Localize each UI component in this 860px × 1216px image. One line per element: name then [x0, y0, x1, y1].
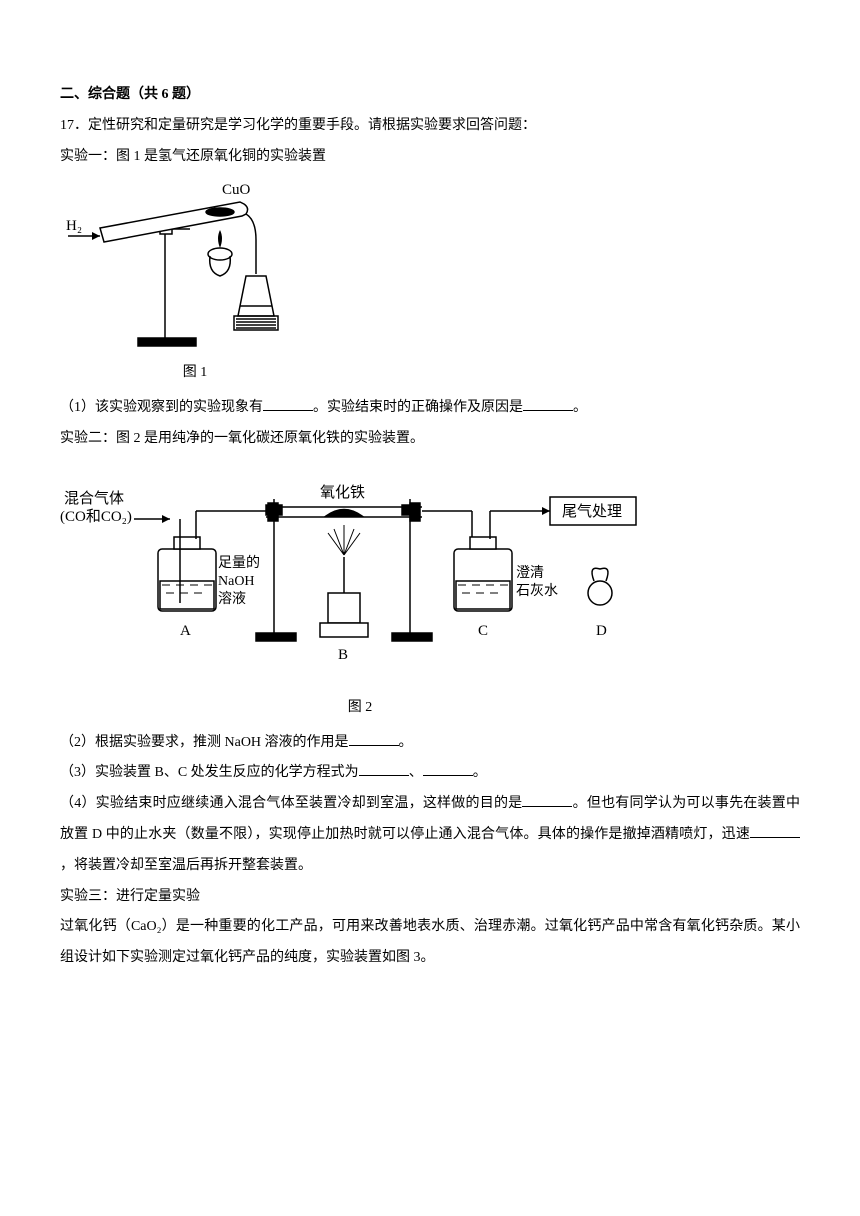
exp2-intro: 实验二：图 2 是用纯净的一氧化碳还原氧化铁的实验装置。	[60, 424, 800, 455]
fig2-lime1: 澄清	[516, 565, 544, 581]
fig2-lime2: 石灰水	[516, 583, 558, 599]
p3-end: 。	[473, 765, 487, 780]
fig2-fe2o3: 氧化铁	[320, 484, 365, 501]
blank-3a	[359, 761, 409, 776]
fig2-tailgas: 尾气处理	[562, 503, 622, 520]
fig2-mixgas1: 混合气体	[64, 490, 124, 507]
p1-mid: 。实验结束时的正确操作及原因是	[313, 400, 523, 415]
exp3-body: 过氧化钙（CaO₂）是一种重要的化工产品，可用来改善地表水质、治理赤潮。过氧化钙…	[60, 912, 800, 974]
p4-end: ，将装置冷却至室温后再拆开整套装置。	[60, 858, 312, 873]
p1-pre: （1）该实验观察到的实验现象有	[60, 400, 263, 415]
section-header: 二、综合题（共 6 题）	[60, 80, 800, 111]
blank-1b	[523, 396, 573, 411]
fig2-naoh1: 足量的	[218, 555, 260, 571]
fig2-A: A	[180, 623, 191, 639]
p4-pre: （4）实验结束时应继续通入混合气体至装置冷却到室温，这样做的目的是	[60, 796, 522, 811]
fig1-caption: 图 1	[60, 358, 330, 389]
p3-sep: 、	[409, 765, 423, 780]
q17-stem: 17．定性研究和定量研究是学习化学的重要手段。请根据实验要求回答问题：	[60, 111, 800, 142]
fig2-caption: 图 2	[60, 693, 660, 724]
q17-p4: （4）实验结束时应继续通入混合气体至装置冷却到室温，这样做的目的是。但也有同学认…	[60, 789, 800, 881]
fig2-mixgas2: (CO和CO₂)	[60, 508, 132, 525]
blank-1a	[263, 396, 313, 411]
blank-3b	[423, 761, 473, 776]
figure-2: 混合气体 (CO和CO₂) 氧化铁 尾气处理 足量的 NaOH 溶液 澄清 石灰…	[60, 463, 800, 724]
fig1-cuo-label: CuO	[222, 182, 251, 198]
fig2-naoh2: NaOH	[218, 574, 255, 589]
figure-1: H₂ CuO 图 1	[60, 180, 800, 389]
fig2-C: C	[478, 623, 488, 639]
blank-4b	[750, 823, 800, 838]
fig1-h2-label: H₂	[66, 218, 82, 234]
q17-p1: （1）该实验观察到的实验现象有 。实验结束时的正确操作及原因是 。	[60, 393, 800, 424]
p2-end: 。	[399, 735, 413, 750]
q17-p3: （3）实验装置 B、C 处发生反应的化学方程式为 、 。	[60, 758, 800, 789]
fig2-B: B	[338, 647, 348, 663]
blank-2	[349, 731, 399, 746]
fig2-D: D	[596, 623, 607, 639]
q17-p2: （2）根据实验要求，推测 NaOH 溶液的作用是 。	[60, 728, 800, 759]
p2-pre: （2）根据实验要求，推测 NaOH 溶液的作用是	[60, 735, 349, 750]
blank-4a	[522, 792, 572, 807]
exp3-intro: 实验三：进行定量实验	[60, 882, 800, 913]
fig2-naoh3: 溶液	[218, 591, 246, 607]
exp1-intro: 实验一：图 1 是氢气还原氧化铜的实验装置	[60, 142, 800, 173]
p1-end: 。	[573, 400, 587, 415]
p3-pre: （3）实验装置 B、C 处发生反应的化学方程式为	[60, 765, 359, 780]
